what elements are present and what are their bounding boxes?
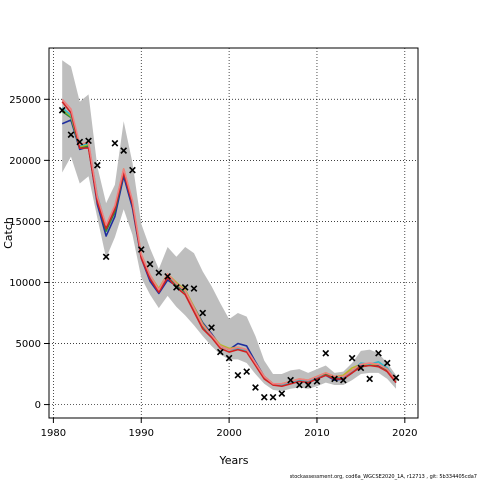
footnote: stockassessment.org, cod6a_WGCSE2020_1A,… xyxy=(290,474,477,480)
y-tick-label: 5000 xyxy=(16,339,41,350)
observed-point xyxy=(313,378,321,385)
observed-point xyxy=(331,375,338,383)
x-axis-title: Years xyxy=(218,454,248,467)
observed-point xyxy=(225,354,233,362)
observed-point xyxy=(357,364,365,372)
y-tick-label: 10000 xyxy=(9,278,41,289)
confidence-band xyxy=(62,60,397,392)
plot-frame xyxy=(48,47,419,419)
observed-point xyxy=(76,138,84,146)
confidence-band-area xyxy=(62,60,397,392)
observed-point xyxy=(339,376,347,384)
observed-point xyxy=(190,285,198,292)
observed-point xyxy=(93,161,101,169)
x-tick-label: 2010 xyxy=(304,428,329,439)
observed-point xyxy=(260,393,268,401)
observed-point xyxy=(146,260,154,268)
observed-point xyxy=(234,371,242,379)
observed-point xyxy=(58,106,66,114)
x-tick-label: 1980 xyxy=(41,428,66,439)
observed-point xyxy=(252,384,259,391)
observed-point xyxy=(102,253,110,261)
series-line-5 xyxy=(61,101,397,388)
observed-point xyxy=(269,393,277,401)
observed-point xyxy=(392,374,400,382)
x-axis: 1980 1990 2000 2010 2020 xyxy=(41,418,418,439)
observed-point xyxy=(173,283,180,291)
observed-points xyxy=(58,106,400,401)
y-axis: 0 5000 10000 15000 20000 25000 xyxy=(9,95,49,411)
y-tick-label: 15000 xyxy=(9,217,41,228)
observed-point xyxy=(296,381,303,389)
observed-point xyxy=(243,368,251,375)
x-tick-label: 1990 xyxy=(129,428,154,439)
observed-point xyxy=(383,359,391,367)
y-tick-label: 25000 xyxy=(9,95,41,106)
y-tick-label: 0 xyxy=(35,400,41,411)
observed-point xyxy=(366,375,374,383)
observed-point xyxy=(208,324,215,332)
x-tick-label: 2020 xyxy=(392,428,417,439)
observed-point xyxy=(67,131,75,139)
series-line-6 xyxy=(61,98,397,385)
observed-point xyxy=(287,376,294,384)
observed-point xyxy=(111,139,119,147)
observed-point xyxy=(137,246,145,253)
observed-point xyxy=(216,348,224,356)
observed-point xyxy=(155,269,163,277)
y-axis-title: Catch xyxy=(2,217,15,249)
observed-point xyxy=(322,349,330,357)
observed-point xyxy=(199,309,207,317)
observed-point xyxy=(375,349,382,357)
x-tick-label: 2000 xyxy=(216,428,241,439)
observed-point xyxy=(129,166,136,174)
observed-point xyxy=(120,147,128,154)
observed-point xyxy=(348,354,356,362)
y-tick-label: 20000 xyxy=(9,156,41,167)
observed-point xyxy=(181,283,189,291)
observed-point xyxy=(278,390,286,397)
observed-point xyxy=(164,272,171,280)
observed-point xyxy=(304,381,312,389)
observed-point xyxy=(85,137,92,145)
